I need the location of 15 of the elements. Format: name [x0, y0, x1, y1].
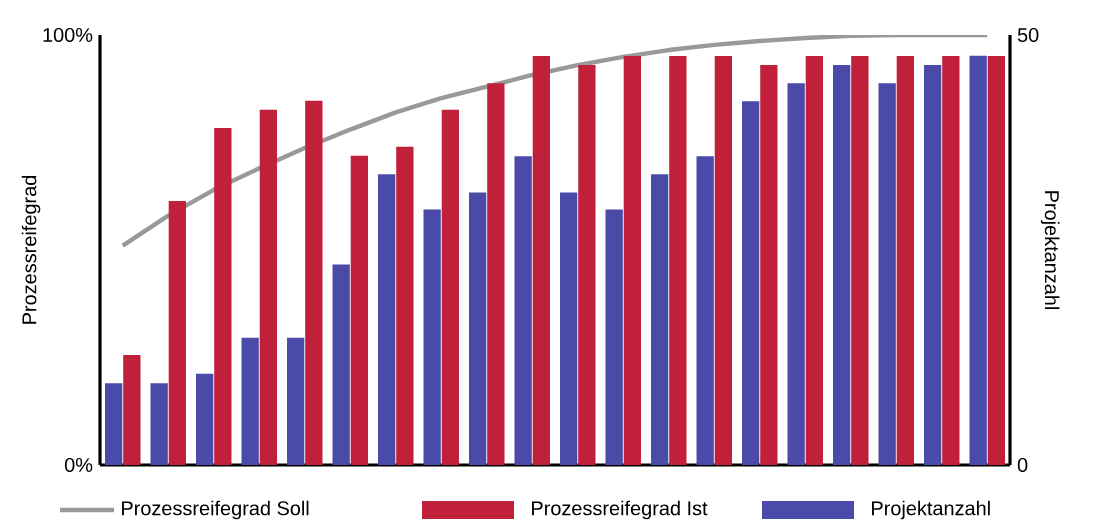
- bar: [214, 127, 232, 465]
- y2-tick-label: 50: [1017, 27, 1039, 43]
- y-axis-title: Prozessreifegrad: [21, 175, 41, 324]
- legend-label: Prozessreifegrad Ist: [532, 500, 708, 520]
- bar: [196, 373, 214, 465]
- bar: [150, 383, 168, 465]
- y2-axis-title: Projektanzahl: [1040, 191, 1060, 310]
- y-tick-label: 100%: [43, 27, 93, 43]
- y2-tick-label: 0: [1017, 457, 1028, 473]
- legend-label: Projektanzahl: [872, 500, 990, 520]
- bar: [168, 200, 186, 465]
- y-tick-label: 0%: [64, 457, 93, 473]
- bar: [305, 100, 323, 465]
- bar: [259, 109, 277, 465]
- legend-label: Prozessreifegrad Soll: [122, 500, 309, 520]
